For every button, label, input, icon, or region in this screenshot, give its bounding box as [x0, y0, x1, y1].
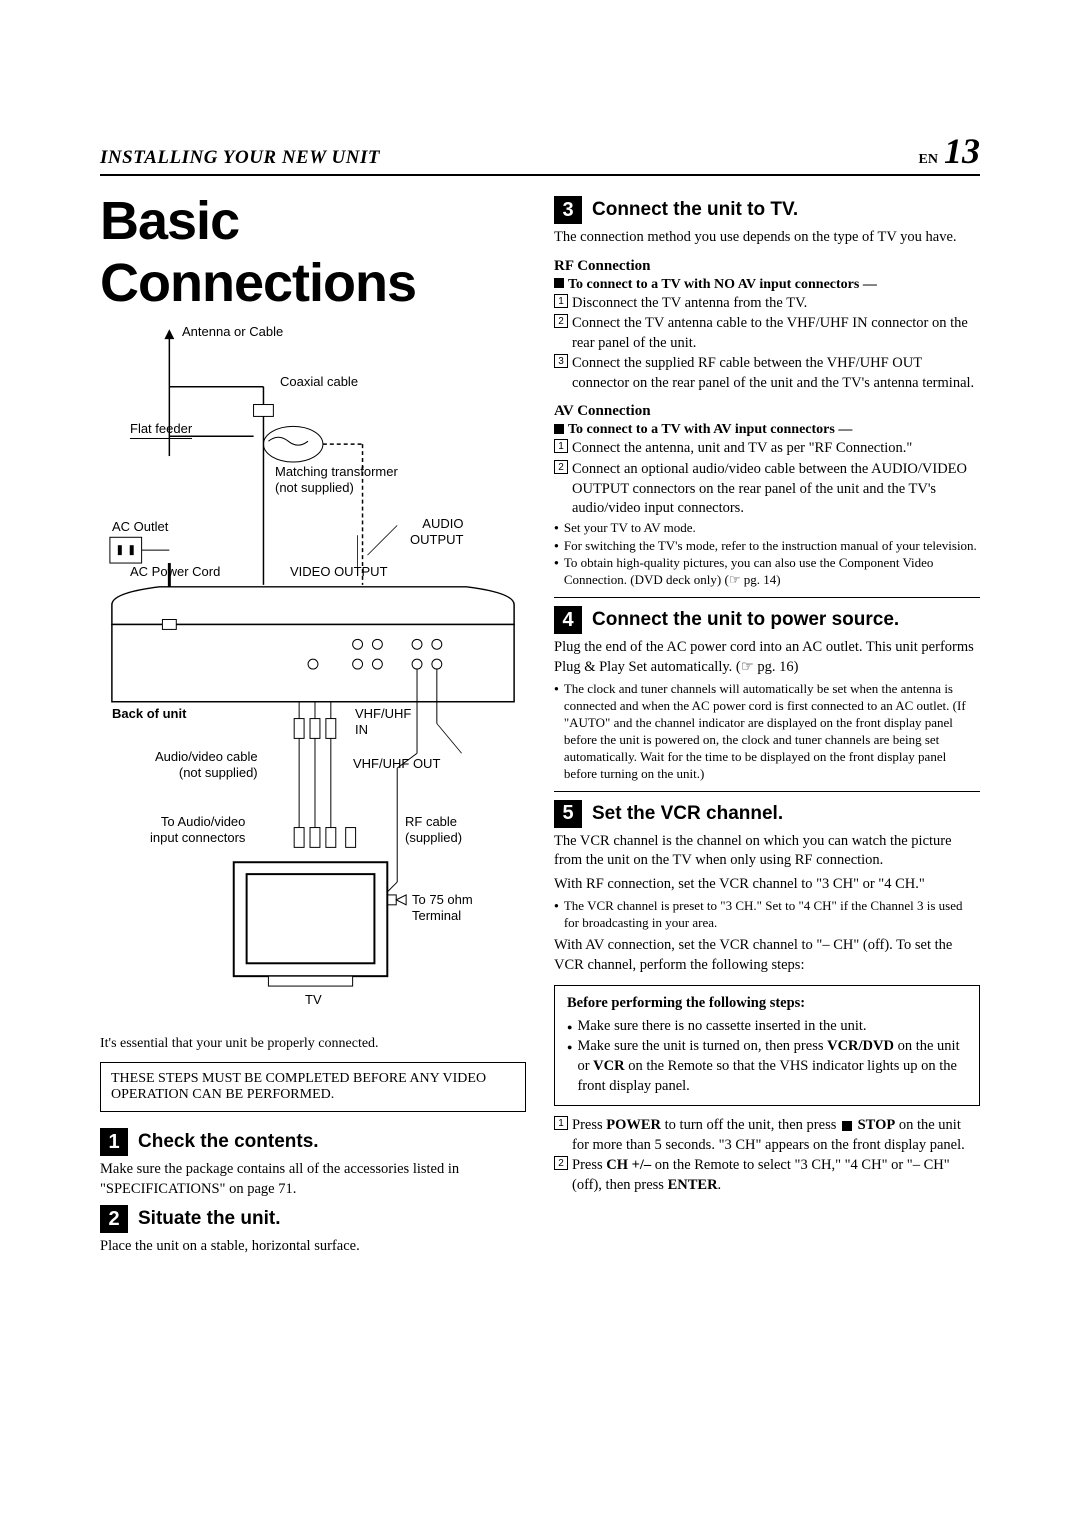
right-column: 3 Connect the unit to TV. The connection…	[554, 190, 980, 1261]
step-3-intro: The connection method you use depends on…	[554, 228, 980, 248]
list-item: 1Disconnect the TV antenna from the TV.	[554, 294, 980, 314]
rf-steps: 1Disconnect the TV antenna from the TV.2…	[554, 294, 980, 394]
av-sub: To connect to a TV with AV input connect…	[554, 422, 980, 438]
rf-connection-head: RF Connection	[554, 258, 980, 275]
list-item: Make sure the unit is turned on, then pr…	[567, 1037, 967, 1096]
step-number-icon: 2	[554, 314, 568, 328]
list-item: For switching the TV's mode, refer to th…	[554, 538, 980, 555]
step-4-title: Connect the unit to power source.	[592, 609, 899, 631]
step-1-header: 1 Check the contents.	[100, 1128, 526, 1156]
square-icon	[554, 424, 564, 434]
list-item: 3Connect the supplied RF cable between t…	[554, 354, 980, 393]
box-items: Make sure there is no cassette inserted …	[567, 1017, 967, 1096]
step-number-icon: 1	[554, 439, 568, 453]
step-2-body: Place the unit on a stable, horizontal s…	[100, 1237, 526, 1257]
step-number-icon: 2	[554, 1156, 568, 1170]
list-item: 2Press CH +/– on the Remote to select "3…	[554, 1156, 980, 1195]
diagram-label-antenna: Antenna or Cable	[182, 324, 283, 340]
step-5-note: The VCR channel is preset to "3 CH." Set…	[554, 898, 980, 932]
before-steps-box: Before performing the following steps: M…	[554, 985, 980, 1106]
diagram-label-rfcable: RF cable (supplied)	[405, 814, 462, 845]
step-4-badge: 4	[554, 606, 582, 634]
step-4-header: 4 Connect the unit to power source.	[554, 606, 980, 634]
diagram-label-audio: AUDIO OUTPUT	[410, 516, 463, 547]
step-1-body: Make sure the package contains all of th…	[100, 1160, 526, 1199]
step-1-badge: 1	[100, 1128, 128, 1156]
step-5-p3: With AV connection, set the VCR channel …	[554, 936, 980, 975]
step-5-header: 5 Set the VCR channel.	[554, 800, 980, 828]
divider-line	[554, 791, 980, 792]
diagram-label-back: Back of unit	[112, 706, 186, 722]
step-5-p2: With RF connection, set the VCR channel …	[554, 875, 980, 895]
list-item: 2Connect an optional audio/video cable b…	[554, 460, 980, 519]
section-title: INSTALLING YOUR NEW UNIT	[100, 147, 380, 169]
step-2-title: Situate the unit.	[138, 1208, 281, 1230]
step-5-substeps: 1Press POWER to turn off the unit, then …	[554, 1116, 980, 1195]
box-head: Before performing the following steps:	[567, 994, 967, 1014]
av-steps: 1Connect the antenna, unit and TV as per…	[554, 439, 980, 518]
step-1-title: Check the contents.	[138, 1131, 319, 1153]
step-5-p1: The VCR channel is the channel on which …	[554, 832, 980, 871]
lang-code: EN	[919, 152, 938, 167]
divider-line	[554, 597, 980, 598]
list-item: 2Connect the TV antenna cable to the VHF…	[554, 314, 980, 353]
list-item: 1Connect the antenna, unit and TV as per…	[554, 439, 980, 459]
diagram-label-acoutlet: AC Outlet	[112, 519, 168, 535]
diagram-label-vhfin: VHF/UHF IN	[355, 706, 411, 737]
step-3-title: Connect the unit to TV.	[592, 199, 798, 221]
square-icon	[554, 278, 564, 288]
diagram-label-tv: TV	[305, 992, 322, 1008]
left-column: Basic Connections	[100, 190, 526, 1261]
step-5-badge: 5	[554, 800, 582, 828]
connection-diagram: Antenna or Cable Coaxial cable Flat feed…	[100, 324, 526, 1024]
list-item: Set your TV to AV mode.	[554, 520, 980, 537]
page-header: INSTALLING YOUR NEW UNIT EN 13	[100, 130, 980, 176]
diagram-label-coax: Coaxial cable	[280, 374, 358, 390]
list-item: 1Press POWER to turn off the unit, then …	[554, 1116, 980, 1155]
diagram-label-flat: Flat feeder	[130, 421, 192, 439]
list-item: To obtain high-quality pictures, you can…	[554, 555, 980, 589]
diagram-label-transformer: Matching transformer (not supplied)	[275, 464, 398, 495]
step-4-body: Plug the end of the AC power cord into a…	[554, 638, 980, 677]
list-item: Make sure there is no cassette inserted …	[567, 1017, 967, 1037]
diagram-label-to75: To 75 ohm Terminal	[412, 892, 473, 923]
step-number-icon: 1	[554, 294, 568, 308]
step-4-notes: The clock and tuner channels will automa…	[554, 681, 980, 782]
diagram-label-avcable: Audio/video cable (not supplied)	[155, 749, 258, 780]
step-number-icon: 3	[554, 354, 568, 368]
page-number-block: EN 13	[919, 130, 980, 172]
rf-sub: To connect to a TV with NO AV input conn…	[554, 277, 980, 293]
av-connection-head: AV Connection	[554, 403, 980, 420]
step-2-header: 2 Situate the unit.	[100, 1205, 526, 1233]
step-number-icon: 1	[554, 1116, 568, 1130]
main-title: Basic Connections	[100, 190, 526, 314]
warning-box: THESE STEPS MUST BE COMPLETED BEFORE ANY…	[100, 1062, 526, 1112]
step-3-badge: 3	[554, 196, 582, 224]
av-notes: Set your TV to AV mode.For switching the…	[554, 520, 980, 590]
step-number-icon: 2	[554, 460, 568, 474]
page-number: 13	[944, 131, 980, 171]
list-item: The clock and tuner channels will automa…	[554, 681, 980, 782]
step-2-badge: 2	[100, 1205, 128, 1233]
diagram-label-accord: AC Power Cord	[130, 564, 220, 580]
step-3-header: 3 Connect the unit to TV.	[554, 196, 980, 224]
diagram-label-video: VIDEO OUTPUT	[290, 564, 388, 580]
step-5-title: Set the VCR channel.	[592, 803, 783, 825]
diagram-label-toav: To Audio/video input connectors	[150, 814, 245, 845]
diagram-label-vhfout: VHF/UHF OUT	[353, 756, 440, 772]
essential-note: It's essential that your unit be properl…	[100, 1036, 526, 1052]
content-columns: Basic Connections	[100, 190, 980, 1261]
